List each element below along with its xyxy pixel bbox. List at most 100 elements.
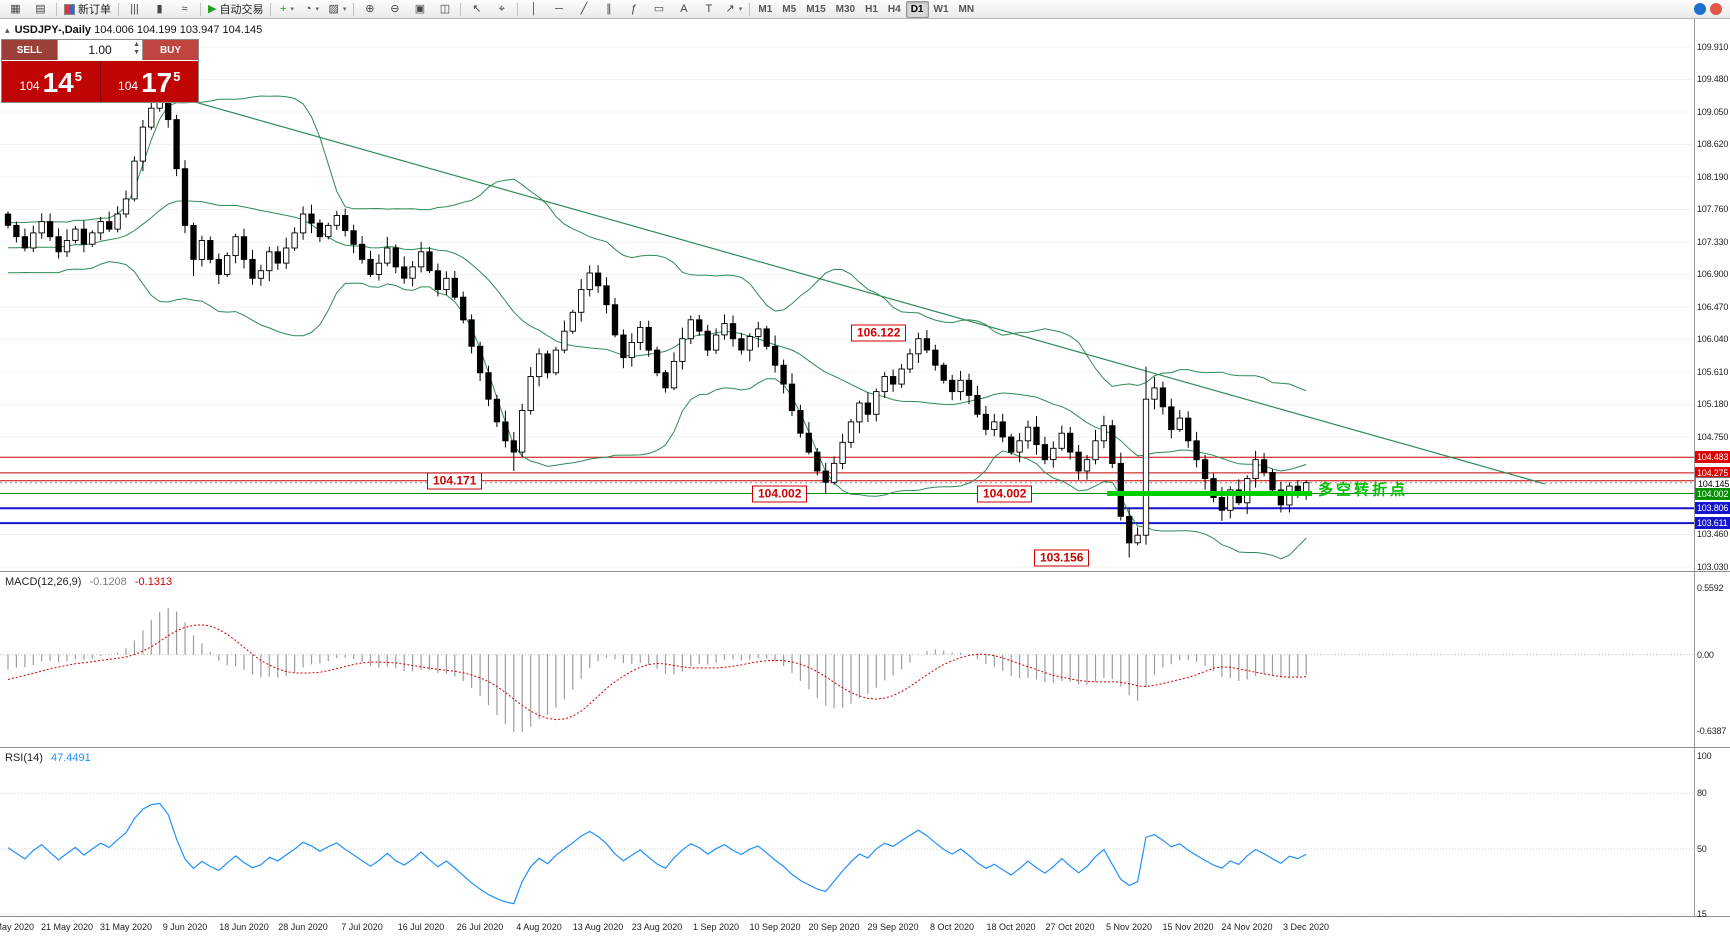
text-label-icon: T	[705, 2, 713, 15]
rsi-axis-label: 50	[1697, 844, 1707, 854]
horizontal-line-icon[interactable]: ─	[546, 0, 571, 18]
toolbar-separator	[749, 2, 751, 16]
date-axis-label: 20 Sep 2020	[808, 922, 860, 932]
price-annotation[interactable]: 104.002	[752, 485, 808, 503]
tf-m5[interactable]: M5	[777, 1, 801, 18]
buy-price-big: 17	[141, 67, 173, 98]
text-icon[interactable]: A	[671, 0, 696, 18]
community-icon[interactable]	[1694, 3, 1706, 15]
vertical-line-icon[interactable]: │	[521, 0, 546, 18]
templates-icon[interactable]: ▨ ▾	[324, 0, 350, 18]
panel-splitter-rsi[interactable]	[0, 747, 1730, 748]
tf-m1[interactable]: M1	[753, 1, 777, 18]
arrows-icon[interactable]: ↗ ▾	[721, 0, 746, 18]
panel-splitter-macd[interactable]	[0, 571, 1730, 572]
vertical-line-icon: │	[530, 2, 538, 15]
crosshair-icon[interactable]: ⌖	[489, 0, 514, 18]
toolbar-separator	[353, 2, 355, 16]
price-axis-label: 109.480	[1697, 74, 1729, 84]
date-axis-label: 3 Dec 2020	[1282, 922, 1330, 932]
volume-spinner[interactable]: ▲ ▼	[133, 41, 140, 57]
notifications-icon[interactable]	[1710, 3, 1722, 15]
sell-price-display[interactable]: 104 14 5	[2, 61, 100, 102]
profiles-icon[interactable]: ▤	[28, 0, 53, 18]
bollinger-band-line	[8, 95, 1307, 392]
date-axis-label: 24 Nov 2020	[1221, 922, 1273, 932]
tf-w1[interactable]: W1	[929, 1, 954, 18]
indicators-icon: +	[279, 2, 287, 15]
tf-mn[interactable]: MN	[954, 1, 980, 18]
shapes-icon: ▭	[653, 2, 665, 15]
sell-price-sup: 5	[74, 69, 82, 84]
date-axis-label: 18 Oct 2020	[986, 922, 1036, 932]
periods-icon[interactable]: ◔ ▾	[299, 0, 324, 18]
macd-name: MACD(12,26,9)	[5, 576, 82, 588]
zoom-in-icon[interactable]: ⊕	[357, 0, 382, 18]
candlestick-chart-icon: ▮	[156, 2, 163, 15]
tf-h4[interactable]: H4	[883, 1, 906, 18]
line-chart-icon[interactable]: ≈	[172, 0, 197, 18]
dropdown-arrow-icon[interactable]: ▾	[290, 6, 294, 13]
date-axis-label: 29 Sep 2020	[867, 922, 919, 932]
tf-m5-label: M5	[782, 3, 797, 15]
auto-trading-button[interactable]: ▶ 自动交易	[204, 0, 267, 18]
buy-button[interactable]: BUY	[143, 40, 198, 60]
new-order-button[interactable]: 新订单	[60, 0, 115, 18]
tf-m1-label: M1	[758, 3, 773, 15]
tf-m30[interactable]: M30	[831, 1, 860, 18]
rsi-indicator-label: RSI(14) 47.4491	[5, 752, 91, 764]
volume-input[interactable]: 1.00 ▲ ▼	[57, 40, 143, 60]
tf-d1[interactable]: D1	[905, 0, 929, 18]
tf-h1-label: H1	[865, 3, 878, 15]
price-axis-separator	[1694, 19, 1695, 916]
toolbar-separator	[118, 2, 119, 16]
dropdown-arrow-icon[interactable]: ▾	[738, 6, 743, 13]
price-axis-label: 105.610	[1697, 367, 1729, 377]
tile-windows-icon[interactable]: ▣	[407, 0, 432, 18]
date-axis-label: 8 Oct 2020	[929, 922, 975, 932]
cursor-icon[interactable]: ↖	[464, 0, 489, 18]
toolbar: ▦ ▤ 新订单 ||| ▮ ≈ ▶ 自动交易 + ▾ ◔ ▾ ▨ ▾ ⊕ ⊖ ▣ ◫ ↖ ⌖ │ ─ ╱ ∥ ƒ ▭ A T ↗ ▾ M1 M…	[0, 0, 1730, 19]
sell-price-big: 14	[42, 67, 74, 98]
price-axis-label: 105.180	[1697, 399, 1729, 409]
sell-button[interactable]: SELL	[2, 40, 57, 60]
channel-icon[interactable]: ∥	[596, 0, 621, 18]
date-axis-label: 21 May 2020	[40, 922, 94, 932]
dropdown-arrow-icon[interactable]: ▾	[315, 6, 320, 13]
chart-window-icon[interactable]: ▦	[3, 0, 28, 18]
date-axis-label: 12 May 2020	[0, 922, 35, 932]
rsi-value: 47.4491	[50, 752, 91, 764]
rsi-line	[7, 802, 1307, 905]
price-annotation[interactable]: 106.122	[851, 324, 907, 342]
symbol-title: USDJPY-,Daily	[14, 24, 92, 36]
dropdown-arrow-icon[interactable]: ▾	[342, 6, 347, 13]
fibonacci-icon[interactable]: ƒ	[621, 0, 646, 18]
zoom-out-icon[interactable]: ⊖	[382, 0, 407, 18]
spinner-up-icon[interactable]: ▲	[133, 41, 140, 48]
date-axis-label: 15 Nov 2020	[1162, 922, 1214, 932]
channel-icon: ∥	[606, 2, 612, 15]
cascade-windows-icon[interactable]: ◫	[432, 0, 457, 18]
shapes-icon[interactable]: ▭	[646, 0, 671, 18]
price-annotation[interactable]: 104.002	[977, 485, 1033, 503]
turning-point-text[interactable]: 多空转折点	[1318, 481, 1409, 499]
date-axis-label: 31 May 2020	[99, 922, 153, 932]
toolbar-separator	[200, 2, 201, 16]
spinner-down-icon[interactable]: ▼	[133, 49, 140, 56]
text-label-icon[interactable]: T	[696, 0, 721, 18]
price-annotation[interactable]: 104.171	[427, 472, 483, 490]
profiles-icon: ▤	[35, 2, 46, 15]
indicators-icon[interactable]: + ▾	[274, 0, 299, 18]
date-axis-label: 10 Sep 2020	[749, 922, 801, 932]
tf-h1[interactable]: H1	[860, 1, 883, 18]
price-axis-label: 108.620	[1697, 139, 1729, 149]
buy-price-display[interactable]: 104 17 5	[101, 61, 199, 102]
candlestick-chart-icon[interactable]: ▮	[147, 0, 172, 18]
auto-trading-icon: ▶	[208, 2, 217, 15]
bar-chart-icon[interactable]: |||	[122, 0, 147, 18]
date-axis-label: 18 Jun 2020	[219, 922, 269, 932]
trendline-icon[interactable]: ╱	[571, 0, 596, 18]
tf-m15[interactable]: M15	[801, 1, 830, 18]
price-annotation[interactable]: 103.156	[1034, 549, 1090, 567]
